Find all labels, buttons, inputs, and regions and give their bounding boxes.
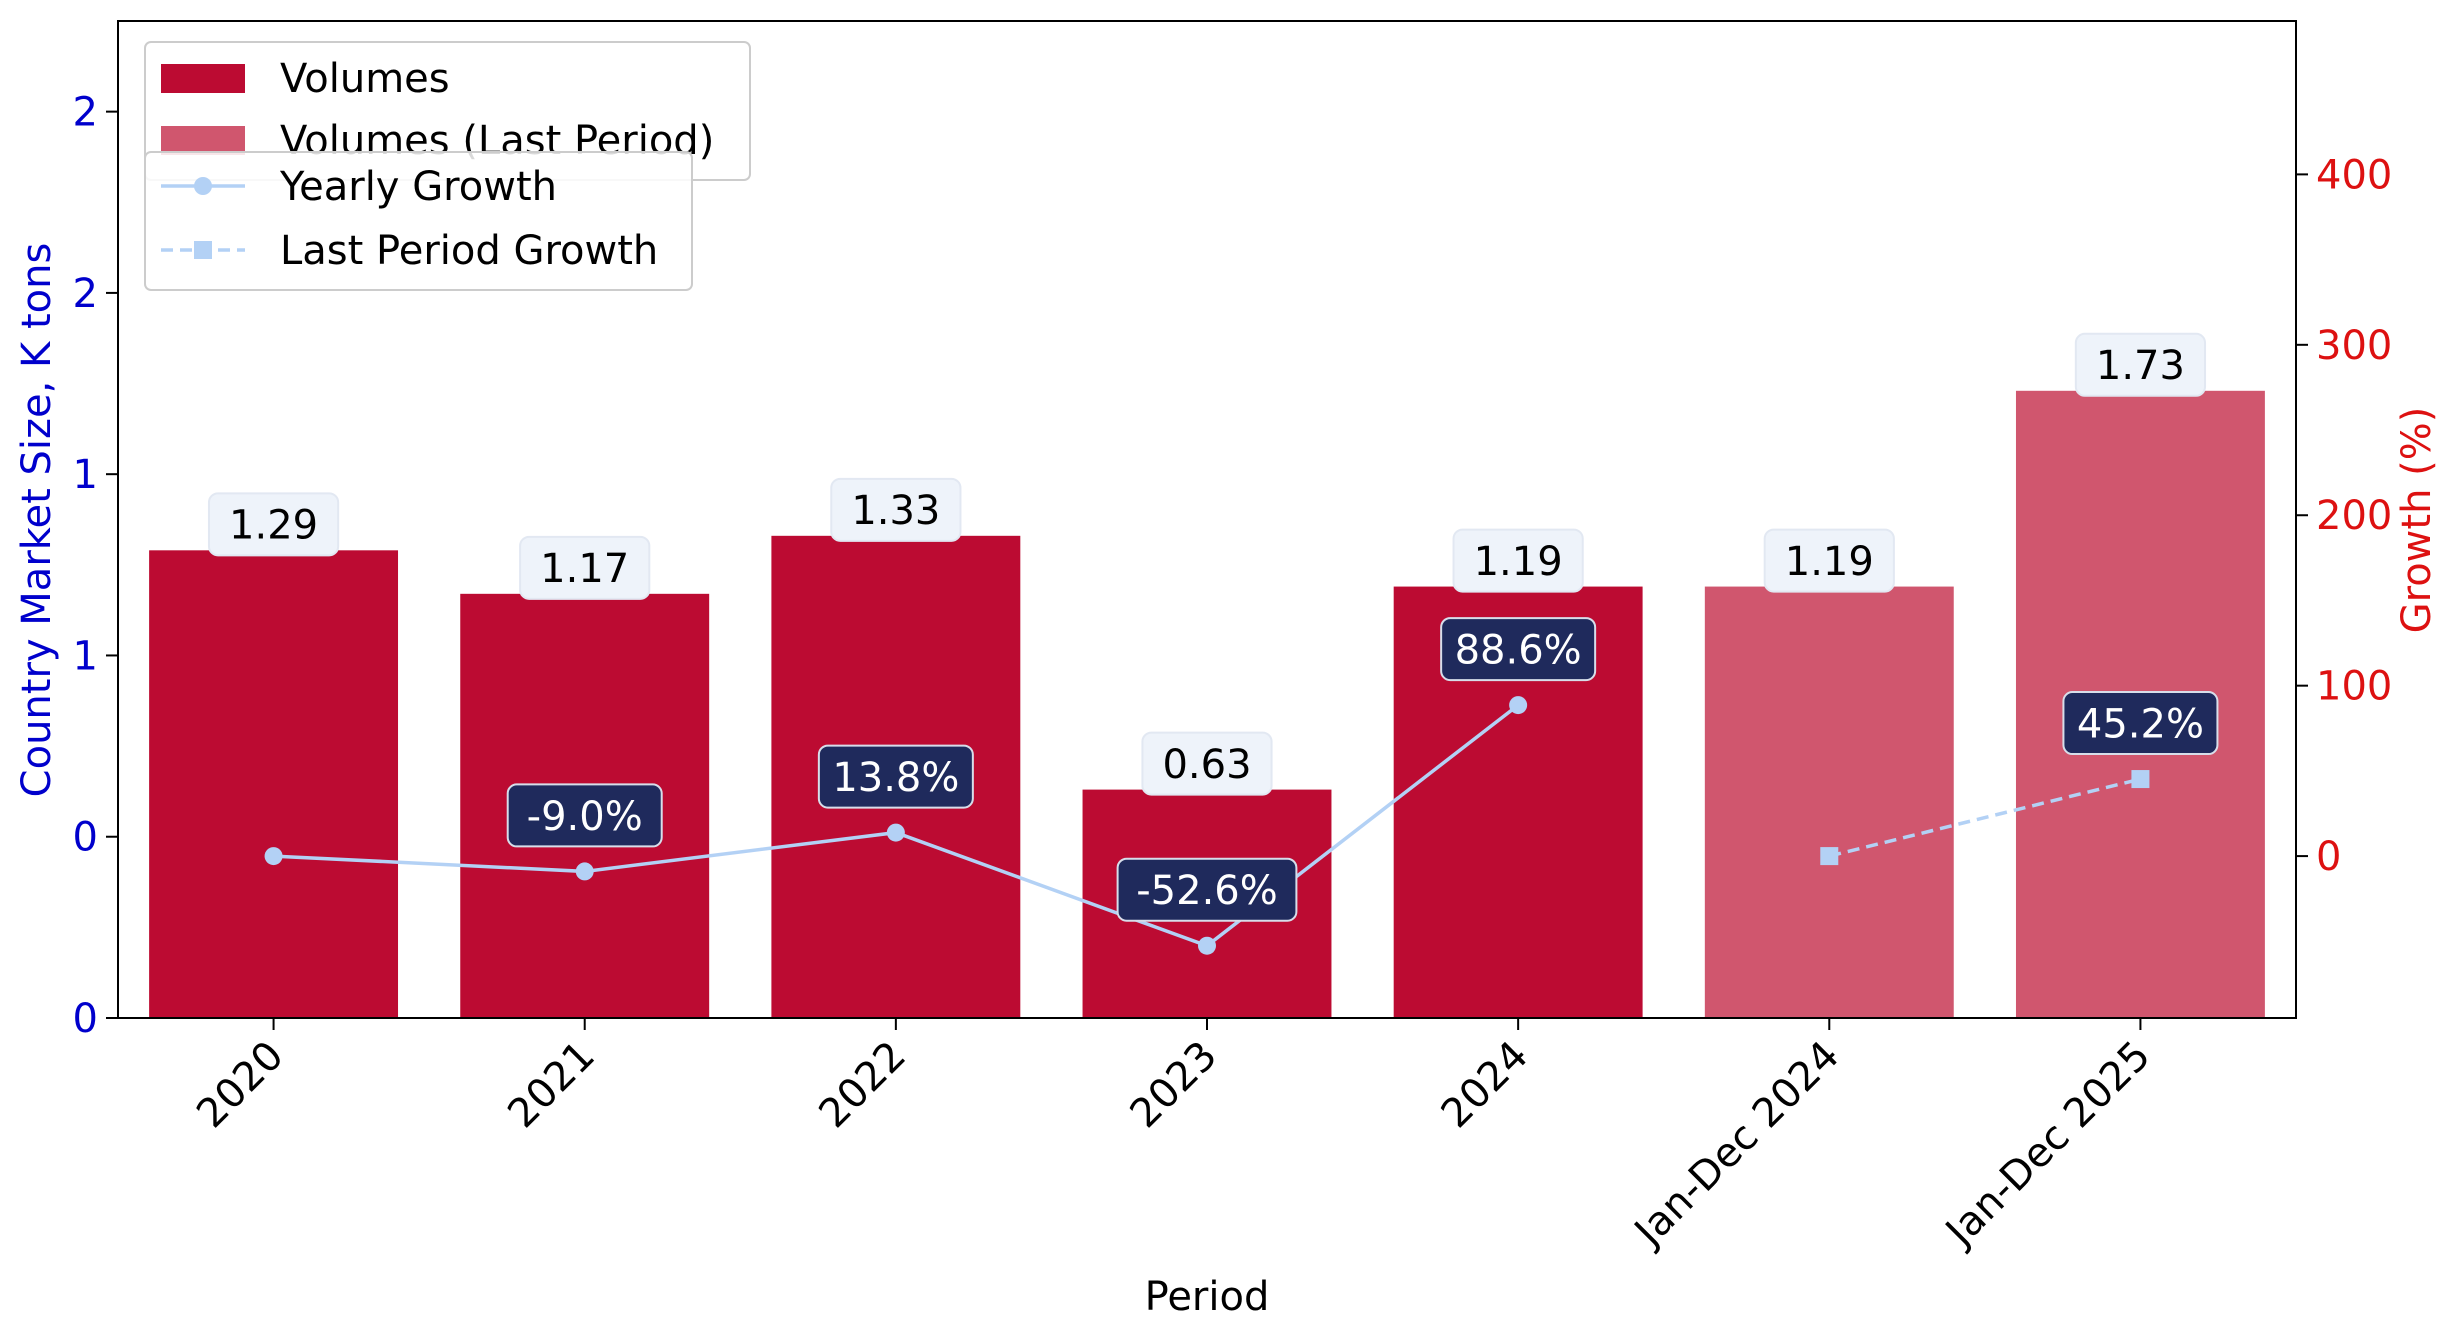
bar-value-label-3: 1.33 — [851, 488, 940, 534]
bar-value-label-1-box — [207, 492, 340, 557]
y-axis-title: Country Market Size, K tons — [14, 243, 60, 798]
legend-marker-2 — [194, 241, 212, 259]
bar-value-label-3-box — [830, 477, 962, 542]
bar-value-label-1: 1.29 — [229, 503, 318, 549]
y2-tick-label-1: 0 — [2316, 834, 2341, 880]
legend-swatch-2 — [161, 126, 245, 155]
y-tick-label-1: 0 — [73, 996, 98, 1042]
bar-1 — [149, 550, 399, 1018]
growth-marker-1-4 — [1198, 936, 1216, 955]
bar-value-label-4: 0.63 — [1162, 742, 1251, 788]
growth-label-1-5-box — [1440, 617, 1597, 682]
y2-axis-title: Growth (%) — [2394, 407, 2440, 634]
bar-value-label-7-box — [2074, 332, 2207, 397]
bar-value-label-4-box — [1141, 731, 1273, 796]
growth-label-1-2-box — [506, 783, 663, 848]
bar-6 — [1704, 586, 1954, 1018]
growth-marker-1-3 — [886, 823, 905, 842]
bar-value-label-7: 1.73 — [2096, 343, 2185, 389]
legend-line-label-1: Yearly Growth — [279, 164, 557, 210]
growth-label-1-3: 13.8% — [832, 755, 959, 801]
growth-marker-2-2 — [2131, 770, 2150, 789]
growth-label-2-2: 45.2% — [2077, 701, 2204, 747]
y-tick-label-3: 1 — [73, 633, 98, 679]
growth-line-2 — [1828, 777, 2141, 858]
y-tick-label-4: 1 — [73, 452, 98, 498]
y-tick-label-2: 0 — [73, 815, 98, 861]
bar-value-label-6: 1.19 — [1785, 539, 1874, 585]
growth-lines-layer — [264, 696, 2150, 955]
bar-value-label-2-box — [519, 535, 651, 600]
x-axis-title: Period — [1145, 1274, 1270, 1320]
growth-label-1-3-box — [817, 744, 974, 809]
bar-value-label-6-box — [1763, 528, 1895, 593]
growth-marker-2-1 — [1820, 847, 1839, 866]
y-tick-label-5: 2 — [73, 271, 98, 317]
bar-value-label-5: 1.19 — [1474, 539, 1563, 585]
growth-label-1-4: -52.6% — [1136, 868, 1278, 914]
y2-tick-label-5: 400 — [2316, 152, 2392, 198]
legend-swatch-1 — [161, 64, 245, 93]
growth-label-2-2-box — [2062, 691, 2219, 756]
growth-marker-1-5 — [1509, 696, 1528, 715]
y2-tick-label-3: 200 — [2316, 493, 2392, 539]
legend-label-1: Volumes — [280, 56, 450, 102]
growth-marker-1-2 — [575, 862, 594, 881]
growth-label-1-2: -9.0% — [527, 794, 643, 840]
growth-label-1-4-box — [1116, 857, 1298, 922]
growth-label-1-5: 88.6% — [1455, 627, 1582, 673]
growth-marker-1-1 — [264, 847, 283, 866]
legend-line-label-2: Last Period Growth — [280, 228, 658, 274]
bar-value-label-2: 1.17 — [540, 546, 629, 592]
y-tick-label-6: 2 — [73, 90, 98, 136]
y2-tick-label-4: 300 — [2316, 323, 2392, 369]
y2-tick-label-2: 100 — [2316, 664, 2392, 710]
legend-marker-1 — [194, 177, 212, 195]
data-labels-layer: 1.29 1.17 1.33 0.63 1.19 1.19 1.73 -9.0% 13.8% -5… — [207, 332, 2219, 922]
legend-frame — [144, 151, 693, 291]
bar-value-label-5-box — [1452, 528, 1584, 593]
